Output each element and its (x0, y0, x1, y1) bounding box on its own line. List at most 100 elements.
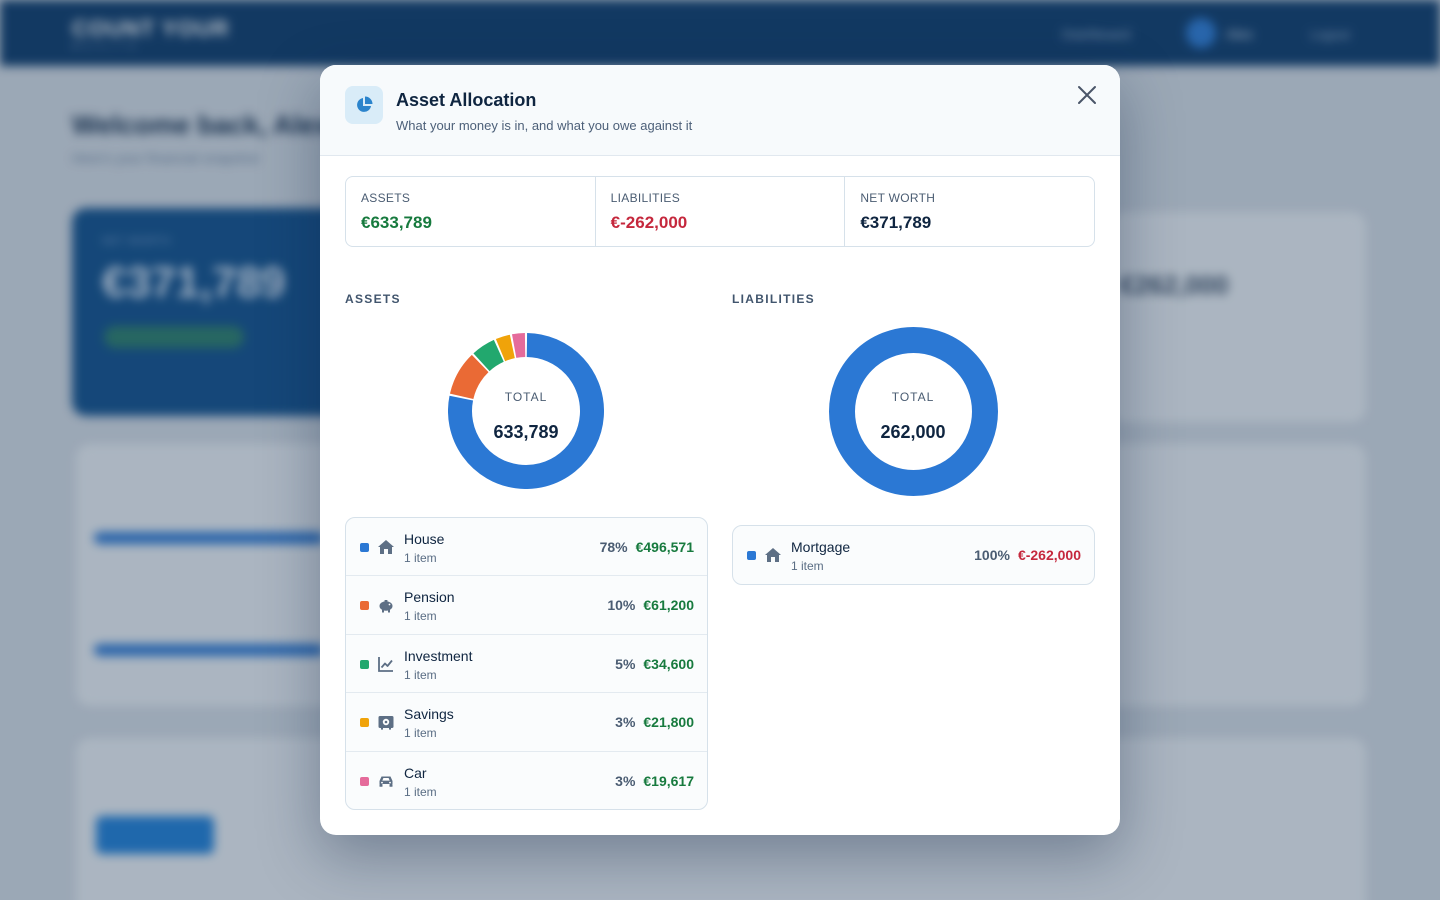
assets-value: €19,617 (643, 772, 694, 789)
safe-icon (378, 716, 394, 730)
assets-amount: 10% €61,200 (607, 597, 694, 613)
assets-total-value: 633,789 (493, 422, 559, 442)
legend-swatch (747, 551, 756, 560)
welcome-heading: Welcome back, Alex (72, 110, 331, 140)
assets-name: Savings (404, 706, 454, 723)
assets-row-car[interactable]: Car 1 item 3% €19,617 (346, 752, 707, 809)
assets-count: 1 item (404, 609, 437, 624)
liabilities-value: €-262,000 (1017, 547, 1081, 563)
assets-amount: 3% €21,800 (615, 714, 694, 730)
summary-liabilities-value: €-262,000 (610, 213, 688, 232)
liabilities-card-value: €262,000 (1120, 270, 1229, 300)
logo: COUNT YOUR (72, 16, 230, 41)
net-worth-card: NET WORTH €371,789 (72, 208, 362, 416)
assets-name: Investment (404, 647, 473, 664)
liabilities-donut-center: TOTAL 262,000 (853, 390, 973, 443)
assets-row-pension[interactable]: Pension 1 item 10% €61,200 (346, 576, 707, 635)
car-icon (379, 776, 393, 787)
donut-slice-house (448, 333, 604, 489)
legend-swatch (360, 659, 369, 669)
close-icon (1078, 86, 1096, 104)
summary-net-worth-label: NET WORTH (860, 191, 936, 205)
legend-swatch (360, 718, 369, 728)
nav-logout-link[interactable]: Logout (1310, 27, 1350, 42)
logo-subtitle: WEALTH (72, 42, 141, 51)
liabilities-total-value: 262,000 (880, 422, 946, 442)
donut-slice-mortgage (829, 327, 998, 496)
liabilities-donut-chart (829, 327, 998, 496)
liabilities-count: 1 item (791, 559, 824, 573)
assets-list: House 1 item 78% €496,571 Pension 1 item 10% €6… (345, 517, 708, 810)
top-navbar: COUNT YOUR WEALTH Dashboard Alex Logout (0, 0, 1440, 66)
net-worth-change-pill (104, 326, 244, 348)
summary-liabilities: LIABILITIES €-262,000 (596, 177, 846, 246)
assets-count: 1 item (404, 784, 437, 799)
assets-count: 1 item (404, 667, 437, 682)
chart-line-icon (378, 656, 393, 672)
assets-percent: 3% (615, 714, 636, 731)
assets-name: Car (404, 764, 427, 781)
assets-value: €34,600 (643, 655, 694, 672)
liabilities-row-mortgage[interactable]: Mortgage 1 item 100% €-262,000 (733, 526, 1094, 584)
allocation-assets-bar (94, 532, 324, 544)
liabilities-list: Mortgage 1 item 100% €-262,000 (732, 525, 1095, 585)
liabilities-percent: 100% (974, 547, 1010, 563)
add-asset-button[interactable] (96, 816, 214, 854)
summary-assets-label: ASSETS (361, 191, 411, 205)
assets-donut-chart (448, 333, 604, 489)
assets-row-savings[interactable]: Savings 1 item 3% €21,800 (346, 693, 707, 752)
assets-amount: 78% €496,571 (600, 539, 694, 555)
assets-value: €21,800 (643, 714, 694, 731)
assets-value: €496,571 (635, 539, 694, 555)
assets-percent: 5% (615, 655, 636, 672)
donut-slice-savings (495, 334, 516, 362)
assets-name: Pension (404, 589, 455, 606)
piggy-bank-icon (379, 600, 393, 613)
assets-amount: 5% €34,600 (615, 656, 694, 672)
summary-bar: ASSETS €633,789 LIABILITIES €-262,000 NE… (345, 176, 1095, 247)
summary-assets: ASSETS €633,789 (346, 177, 596, 246)
modal-subtitle: What your money is in, and what you owe … (396, 118, 693, 133)
allocation-liabilities-bar (94, 644, 324, 656)
assets-row-investment[interactable]: Investment 1 item 5% €34,600 (346, 635, 707, 694)
assets-section-title: ASSETS (345, 292, 401, 306)
summary-liabilities-label: LIABILITIES (610, 191, 681, 205)
avatar[interactable] (1186, 18, 1216, 48)
assets-donut-center: TOTAL 633,789 (466, 390, 586, 443)
nav-user-name[interactable]: Alex (1226, 26, 1254, 42)
assets-name: House (404, 531, 445, 547)
assets-row-house[interactable]: House 1 item 78% €496,571 (346, 518, 707, 577)
assets-count: 1 item (404, 551, 437, 565)
modal-title: Asset Allocation (396, 90, 537, 110)
summary-net-worth-value: €371,789 (860, 213, 932, 232)
asset-allocation-modal: Asset Allocation What your money is in, … (320, 65, 1120, 835)
assets-percent: 78% (599, 539, 628, 555)
liabilities-section-title: LIABILITIES (732, 292, 815, 306)
assets-percent: 3% (615, 772, 636, 789)
legend-swatch (360, 543, 369, 552)
liabilities-card: €262,000 (1110, 212, 1366, 422)
donut-slice-pension (449, 354, 489, 400)
legend-swatch (360, 776, 369, 786)
liabilities-total-label: TOTAL (891, 390, 935, 404)
modal-header: Asset Allocation What your money is in, … (320, 65, 1120, 156)
net-worth-card-value: €371,789 (102, 258, 286, 307)
summary-net-worth: NET WORTH €371,789 (845, 177, 1094, 246)
net-worth-card-label: NET WORTH (102, 236, 172, 247)
legend-swatch (360, 601, 369, 611)
house-icon (378, 540, 394, 554)
welcome-subtitle: Here's your financial snapshot (72, 150, 260, 166)
pie-chart-icon (345, 86, 383, 124)
assets-count: 1 item (404, 726, 437, 741)
assets-percent: 10% (607, 597, 636, 614)
close-button[interactable] (1073, 81, 1101, 109)
assets-amount: 3% €19,617 (615, 773, 694, 789)
assets-total-label: TOTAL (504, 390, 548, 404)
liabilities-name: Mortgage (791, 539, 851, 555)
donut-slice-car (511, 333, 526, 358)
house-icon (765, 548, 781, 562)
assets-value: €61,200 (643, 597, 694, 614)
donut-slice-investment (473, 339, 505, 372)
nav-dashboard-link[interactable]: Dashboard (1062, 26, 1131, 42)
liabilities-amount: 100% €-262,000 (974, 547, 1081, 563)
